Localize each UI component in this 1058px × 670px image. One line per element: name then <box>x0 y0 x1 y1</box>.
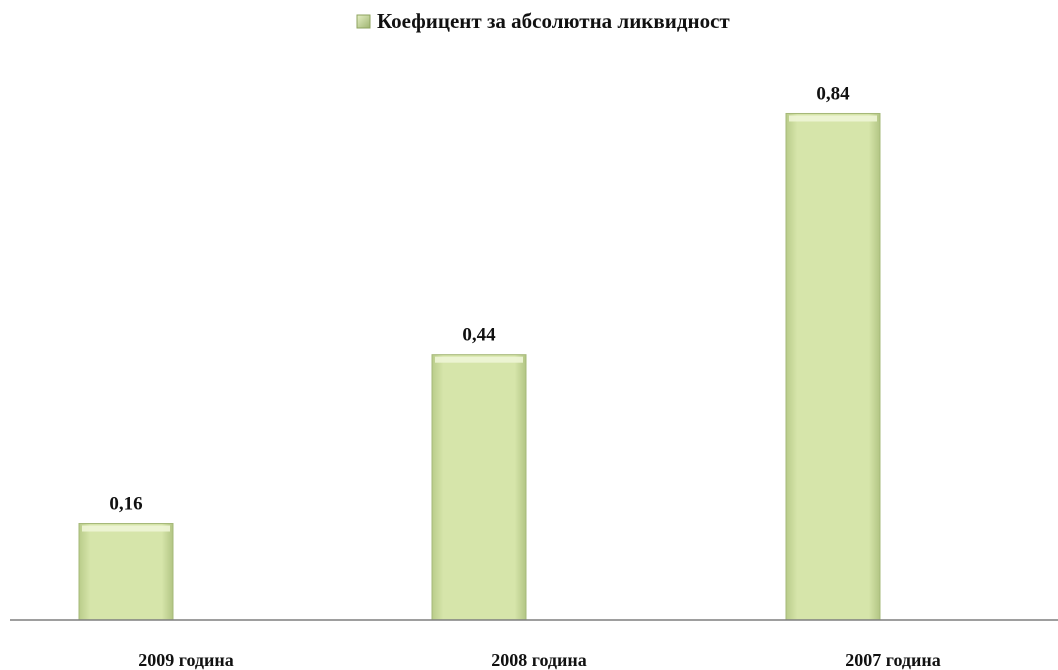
data-labels-group: 0,16 0,44 0,84 <box>109 83 850 514</box>
data-label-2: 0,84 <box>816 83 850 104</box>
bar-bevel-1 <box>435 356 523 363</box>
x-tick-label-2: 2007 година <box>845 650 941 670</box>
bar-1 <box>431 354 527 621</box>
legend: Коефицент за абсолютна ликвидност <box>356 9 730 33</box>
data-label-1: 0,44 <box>462 325 496 346</box>
bars-group <box>78 112 881 621</box>
category-labels-group: 2009 година 2008 година 2007 година <box>138 650 941 670</box>
bar-rect-1 <box>431 354 527 621</box>
legend-swatch <box>356 14 371 29</box>
bar-2 <box>785 112 881 621</box>
data-label-0: 0,16 <box>109 494 142 515</box>
bar-bevel-0 <box>82 525 170 532</box>
bar-bevel-2 <box>789 115 877 122</box>
bar-rect-0 <box>78 523 174 621</box>
legend-label: Коефицент за абсолютна ликвидност <box>377 9 730 33</box>
bar-0 <box>78 523 174 621</box>
x-tick-label-0: 2009 година <box>138 650 234 670</box>
x-tick-label-1: 2008 година <box>491 650 587 670</box>
bar-rect-2 <box>785 112 881 621</box>
